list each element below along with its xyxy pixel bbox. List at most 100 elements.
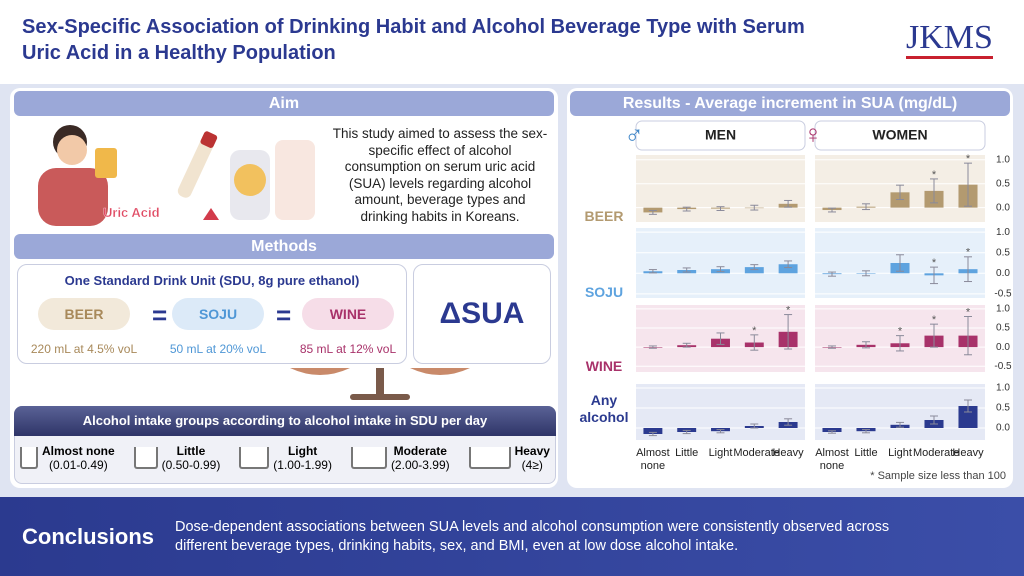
bar [643,428,663,434]
group-name: Little [176,444,206,458]
journal-logo: JKMS [906,20,993,59]
glass-icon [133,447,158,469]
scale-illustration [290,368,470,400]
aim-illustration [38,125,315,226]
drink-amount: 85 mL at 12% voL [299,342,397,356]
y-tick-label: 0.5 [996,323,1010,334]
glass-icon [350,447,387,469]
asterisk: * [752,325,757,337]
asterisk: * [966,247,971,259]
y-tick-label: 0.5 [996,247,1010,258]
equals: = [276,300,292,330]
y-tick-label: 1.0 [996,154,1010,165]
sdu-title: One Standard Drink Unit (SDU, 8g pure et… [64,273,360,288]
x-tick-label: Moderate [733,447,780,459]
drink-pill: WINE [302,298,394,330]
y-tick-label: 1.0 [996,227,1010,238]
y-tick-label: -0.5 [994,289,1012,300]
group-name: Moderate [393,444,447,458]
intake-group: Moderate (2.00-3.99) [350,440,450,476]
asterisk: * [898,326,903,338]
outcome: ΔSUA [413,264,551,364]
aim-heading: Aim [14,91,554,116]
x-tick-label: Light [708,447,733,459]
x-tick-label: Little [854,447,878,459]
results-heading: Results - Average increment in SUA (mg/d… [570,91,1010,116]
bar [822,428,842,432]
sex-symbol: ♂ [624,119,644,149]
asterisk: * [786,304,791,316]
glass-icon [468,447,511,469]
group-range: (1.00-1.99) [273,458,332,472]
group-text: Almost none (0.01-0.49) [42,444,115,472]
group-text: Light (1.00-1.99) [273,444,332,472]
aim-text: This study aimed to assess the sex-speci… [332,126,548,224]
group-text: Moderate (2.00-3.99) [391,444,450,472]
y-tick-label: -0.5 [994,361,1012,372]
bar [958,406,978,428]
methods-heading: Methods [14,234,554,259]
y-tick-label: 0.5 [996,178,1010,189]
asterisk: * [932,314,937,326]
group-label: WOMEN [872,127,927,143]
asterisk: * [966,306,971,318]
row-label: BEER [584,208,624,224]
group-name: Almost none [42,444,115,458]
intake-group: Light (1.00-1.99) [239,440,332,476]
intake-groups: Almost none (0.01-0.49) Little (0.50-0.99) L… [20,440,550,476]
group-name: Heavy [514,444,550,458]
equals: = [152,300,168,330]
row-label: Any alcohol [579,392,629,425]
group-text: Heavy (4≥) [515,444,550,472]
bar [778,264,798,274]
row-label: WINE [585,358,623,374]
y-tick-label: 0.0 [996,202,1010,213]
drink-pill: SOJU [172,298,264,330]
group-range: (0.01-0.49) [48,458,108,472]
header [0,0,1024,84]
y-tick-label: 1.0 [996,303,1010,314]
conclusions-heading: Conclusions [22,524,155,549]
panel-bg [815,384,985,440]
group-header [635,120,806,151]
group-range: (2.00-3.99) [390,458,450,472]
y-tick-label: 0.0 [996,268,1010,279]
x-tick-label: Almost none [815,447,849,472]
bar [744,267,764,274]
drink-pill: BEER [38,298,130,330]
y-tick-label: 0.5 [996,403,1010,414]
x-tick-label: Little [675,447,699,459]
footnote: * Sample size less than 100 [870,470,1006,482]
title: Sex-Specific Association of Drinking Hab… [22,16,805,64]
intake-group: Almost none (0.01-0.49) [20,440,115,476]
x-tick-label: Heavy [772,447,804,459]
group-text: Little (0.50-0.99) [162,444,221,472]
group-range: (4≥) [521,458,543,472]
glass-icon [20,447,38,469]
x-tick-label: Light [888,447,912,459]
glass-icon [239,447,270,469]
group-header [814,120,986,151]
intake-group: Little (0.50-0.99) [133,440,221,476]
y-tick-label: 0.0 [996,342,1010,353]
intake-title: Alcohol intake groups according to alcoh… [14,406,556,436]
x-tick-label: Moderate [913,447,960,459]
conclusions-text: Dose-dependent associations between SUA … [175,519,890,554]
row-label: SOJU [584,284,624,300]
y-tick-label: 1.0 [996,383,1010,394]
group-label: MEN [705,127,736,143]
y-tick-label: 0.0 [996,423,1010,434]
asterisk: * [932,257,937,269]
asterisk: * [966,153,971,165]
sex-symbol: ♀ [803,119,823,149]
illustration-label: Uric Acid [103,205,160,220]
conclusions-band [0,497,1024,576]
drink-amount: 50 mL at 20% voL [169,342,267,356]
x-tick-label: Almost none [636,447,670,472]
panel-bg [636,228,805,298]
x-tick-label: Heavy [952,447,984,459]
intake-group: Heavy (4≥) [468,440,550,476]
drink-amount: 220 mL at 4.5% voL [30,342,138,356]
